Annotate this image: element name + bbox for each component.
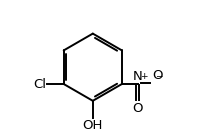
Text: O: O [132,102,143,115]
Text: OH: OH [83,119,103,132]
Text: +: + [140,72,148,81]
Text: Cl: Cl [33,77,46,91]
Text: −: − [155,71,163,80]
Text: O: O [152,69,162,82]
Text: N: N [133,70,142,83]
